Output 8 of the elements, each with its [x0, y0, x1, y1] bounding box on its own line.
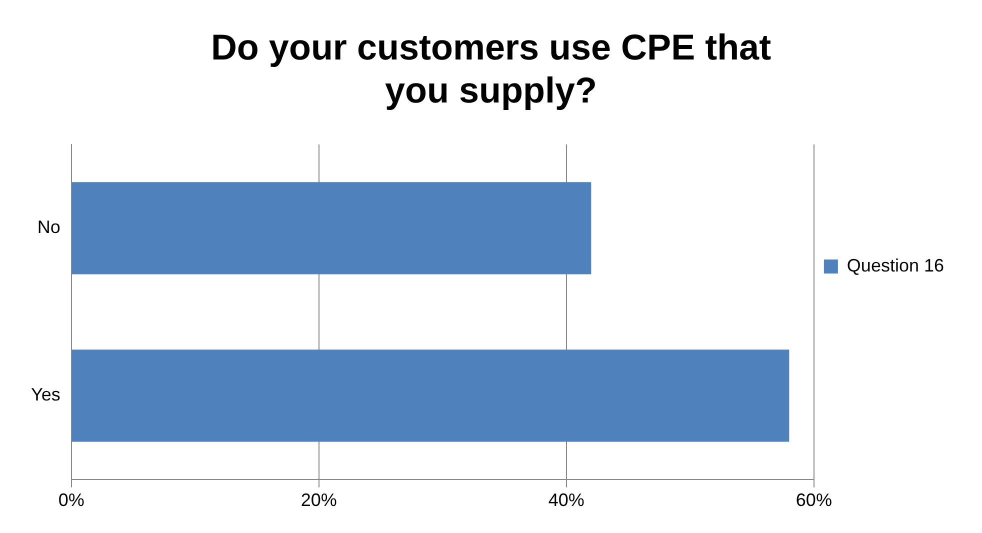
legend-label: Question 16: [846, 255, 944, 276]
x-tick-label: 0%: [58, 490, 84, 510]
y-tick-label: No: [37, 217, 60, 238]
x-tick-label: 20%: [300, 490, 337, 510]
y-tick-label: Yes: [30, 384, 60, 405]
x-tick-label: 60%: [796, 490, 832, 510]
x-tick-label: 40%: [548, 490, 584, 510]
chart-title: Do your customers use CPE that you supply?: [210, 26, 772, 111]
